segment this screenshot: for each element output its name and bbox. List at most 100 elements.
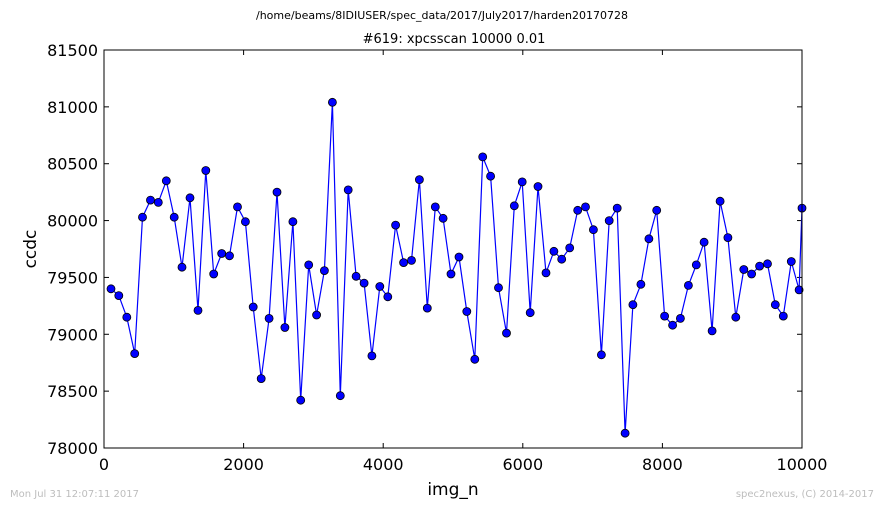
data-point [327,97,337,107]
x-tick-label: 4000 [363,455,404,474]
data-point [225,251,234,261]
y-axis-label: ccdc [21,230,41,269]
data-point [652,205,662,215]
data-point [502,328,511,338]
data-point [422,303,432,313]
data-point [319,266,329,276]
plot-frame [103,49,803,449]
data-point [446,269,456,279]
data-point [676,313,685,323]
data-point [715,196,725,206]
data-point [731,312,741,322]
data-point [517,177,527,187]
data-point [430,202,440,212]
data-point [383,292,393,302]
x-axis-label: img_n [427,480,478,500]
data-point [620,428,630,438]
data-point [351,271,361,281]
data-point [699,237,709,247]
data-point [557,254,567,264]
data-point [256,374,266,384]
data-point [138,212,147,222]
y-tick-label: 79500 [47,268,98,287]
data-point [660,311,669,321]
data-point [668,320,677,330]
data-point [169,212,179,222]
data-point [612,203,622,213]
data-point [240,217,250,227]
chart-title: #619: xpcsscan 10000 0.01 [363,32,546,47]
data-point [414,175,424,185]
data-point [209,269,219,279]
data-point [509,201,519,211]
data-point [454,252,464,262]
data-markers [106,97,807,438]
x-tick-labels: 0 2000 4000 6000 8000 10000 [99,455,828,474]
x-tick-label: 0 [99,455,109,474]
data-point [778,311,788,321]
data-point [470,354,480,364]
tick-marks [103,49,803,449]
data-point [264,313,274,323]
data-point [201,166,211,175]
data-point [628,300,638,310]
data-point [296,395,306,405]
figure-suptitle: /home/beams/8IDIUSER/spec_data/2017/July… [256,9,628,22]
data-point [193,305,203,315]
data-point [494,283,503,293]
data-point [407,255,416,265]
data-point [707,326,717,336]
y-tick-labels: 78000 78500 79000 79500 80000 80500 81000 81500 [47,41,98,458]
y-tick-label: 80000 [47,212,98,231]
data-point [533,182,543,191]
data-point [604,216,614,226]
y-tick-label: 81000 [47,98,98,117]
data-point [597,350,606,360]
data-point [478,152,488,162]
data-point [359,278,369,288]
data-point [217,249,227,258]
data-point [486,171,496,181]
data-point [573,205,583,215]
data-point [541,268,551,278]
data-point [747,269,756,279]
data-point [739,265,749,274]
data-point [399,258,409,268]
data-point [233,202,242,212]
data-point [146,195,155,205]
data-point [636,279,646,289]
data-point [581,202,590,212]
data-point [248,302,258,312]
footer-timestamp: Mon Jul 31 12:07:11 2017 [10,489,139,500]
data-point [272,187,282,197]
x-tick-label: 6000 [502,455,543,474]
y-tick-label: 78500 [47,382,98,401]
footer-credit: spec2nexus, (C) 2014-2017 [735,489,874,500]
data-point [280,323,290,332]
data-point [589,225,598,235]
data-point [391,220,401,230]
data-point [177,262,187,272]
data-point [549,246,559,256]
data-point [122,312,132,322]
data-point [304,260,314,270]
data-point [763,259,772,269]
x-tick-label: 2000 [223,455,264,474]
data-point [438,213,448,223]
y-tick-label: 79000 [47,325,98,344]
y-tick-label: 81500 [47,41,98,60]
data-point [185,193,195,203]
data-point [770,300,780,310]
data-point [106,284,116,294]
data-point [684,280,693,290]
data-point [565,243,575,253]
data-point [755,261,764,271]
data-point [786,257,796,266]
data-point [525,308,535,318]
data-point [367,351,377,361]
x-tick-label: 8000 [642,455,683,474]
data-point [114,291,124,301]
data-point [130,349,140,359]
data-point [794,285,804,295]
